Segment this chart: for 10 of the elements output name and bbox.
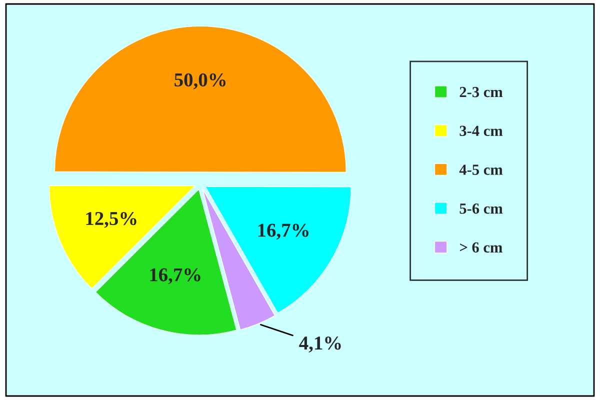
data-label: 16,7% xyxy=(150,268,200,284)
data-label: 12,5% xyxy=(86,212,136,228)
legend-label: > 6 cm xyxy=(460,242,502,253)
legend-label: 3-4 cm xyxy=(460,126,503,136)
legend-label: 5-6 cm xyxy=(460,203,503,214)
legend-label: 4-5 cm xyxy=(459,164,503,175)
data-label: 50,0% xyxy=(174,73,226,90)
legend-label: 2-3 cm xyxy=(460,86,503,98)
data-label: 4,1% xyxy=(299,336,341,352)
data-label: 16,7% xyxy=(258,224,308,240)
